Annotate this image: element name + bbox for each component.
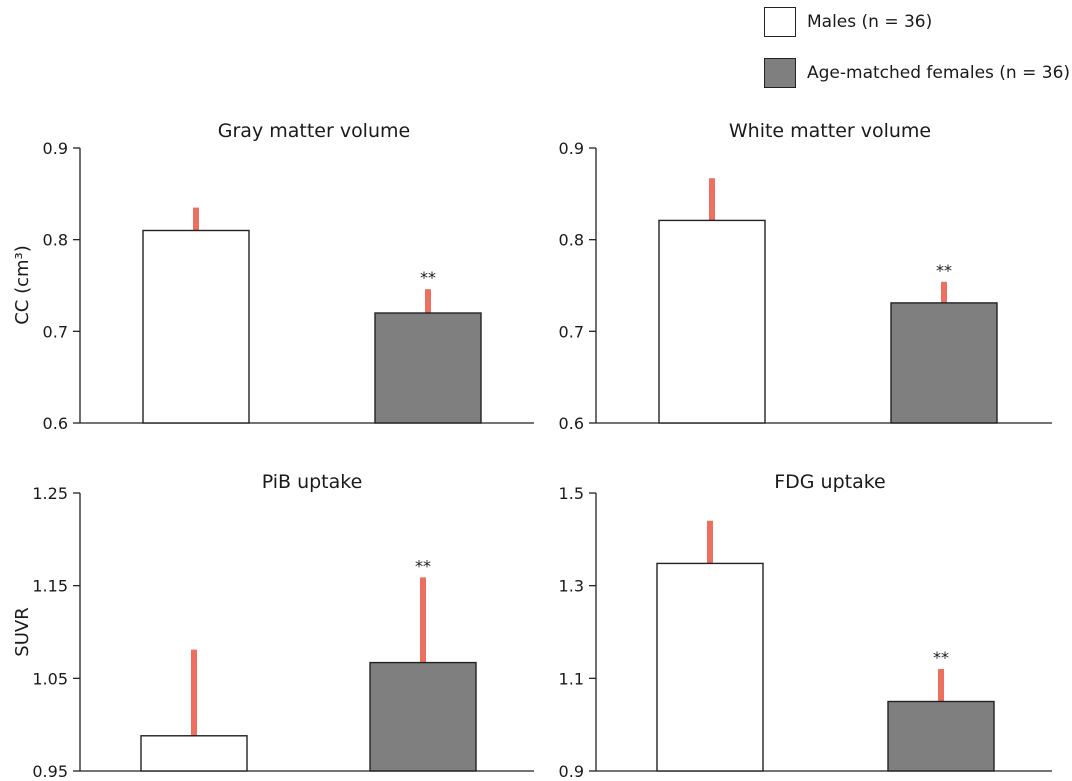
bar-males [142, 229, 250, 424]
y-tick-label: 1.5 [559, 484, 584, 503]
bar-females [887, 700, 995, 772]
legend-item-males: Males (n = 36) [764, 6, 1070, 38]
chart-panel-4: FDG uptake 1.5 1.3 1.1 0.9 ** [559, 471, 1052, 781]
y-tick-label: 0.95 [32, 762, 68, 781]
y-tick-label: 1.1 [559, 669, 584, 688]
legend-item-females: Age-matched females (n = 36) [764, 57, 1070, 89]
y-tick-label: 1.3 [559, 577, 584, 596]
y-axis-label: CC (cm³) [12, 245, 33, 325]
y-tick-label: 0.8 [559, 231, 584, 250]
significance-marker: ** [936, 261, 952, 280]
legend-label-males: Males (n = 36) [807, 12, 933, 32]
y-tick-label: 1.25 [32, 484, 68, 503]
significance-marker: ** [933, 648, 949, 667]
y-tick-label: 0.7 [43, 322, 68, 341]
bar-males [658, 219, 766, 424]
chart-title: White matter volume [729, 120, 931, 142]
y-tick-label: 0.9 [559, 762, 584, 781]
y-tick-label: 0.9 [559, 139, 584, 158]
bar-males [140, 735, 248, 772]
legend-label-females: Age-matched females (n = 36) [807, 63, 1071, 83]
chart-title: FDG uptake [774, 471, 886, 493]
chart-title: PiB uptake [262, 471, 363, 493]
legend-swatch-males [764, 7, 796, 37]
bar-females [374, 312, 482, 424]
legend-swatch-females [764, 58, 796, 88]
significance-marker: ** [420, 268, 436, 287]
chart-panel-1: Gray matter volume CC (cm³) 0.9 0.8 0.7 0.6 ** [12, 120, 534, 433]
y-tick-label: 0.8 [43, 231, 68, 250]
y-tick-label: 0.6 [559, 414, 584, 433]
bar-females [890, 302, 998, 424]
bar-males [656, 562, 764, 772]
chart-title: Gray matter volume [218, 120, 410, 142]
chart-panel-3: PiB uptake SUVR 1.25 1.15 1.05 0.95 ** [12, 471, 534, 781]
y-tick-label: 0.9 [43, 139, 68, 158]
chart-panel-2: White matter volume 0.9 0.8 0.7 0.6 ** [559, 120, 1052, 433]
bar-females [369, 661, 477, 772]
significance-marker: ** [415, 556, 431, 575]
legend: Males (n = 36) Age-matched females (n = … [764, 6, 1070, 108]
y-axis-label: SUVR [12, 607, 33, 656]
y-tick-label: 1.15 [32, 577, 68, 596]
y-tick-label: 0.7 [559, 322, 584, 341]
y-tick-label: 1.05 [32, 669, 68, 688]
y-tick-label: 0.6 [43, 414, 68, 433]
